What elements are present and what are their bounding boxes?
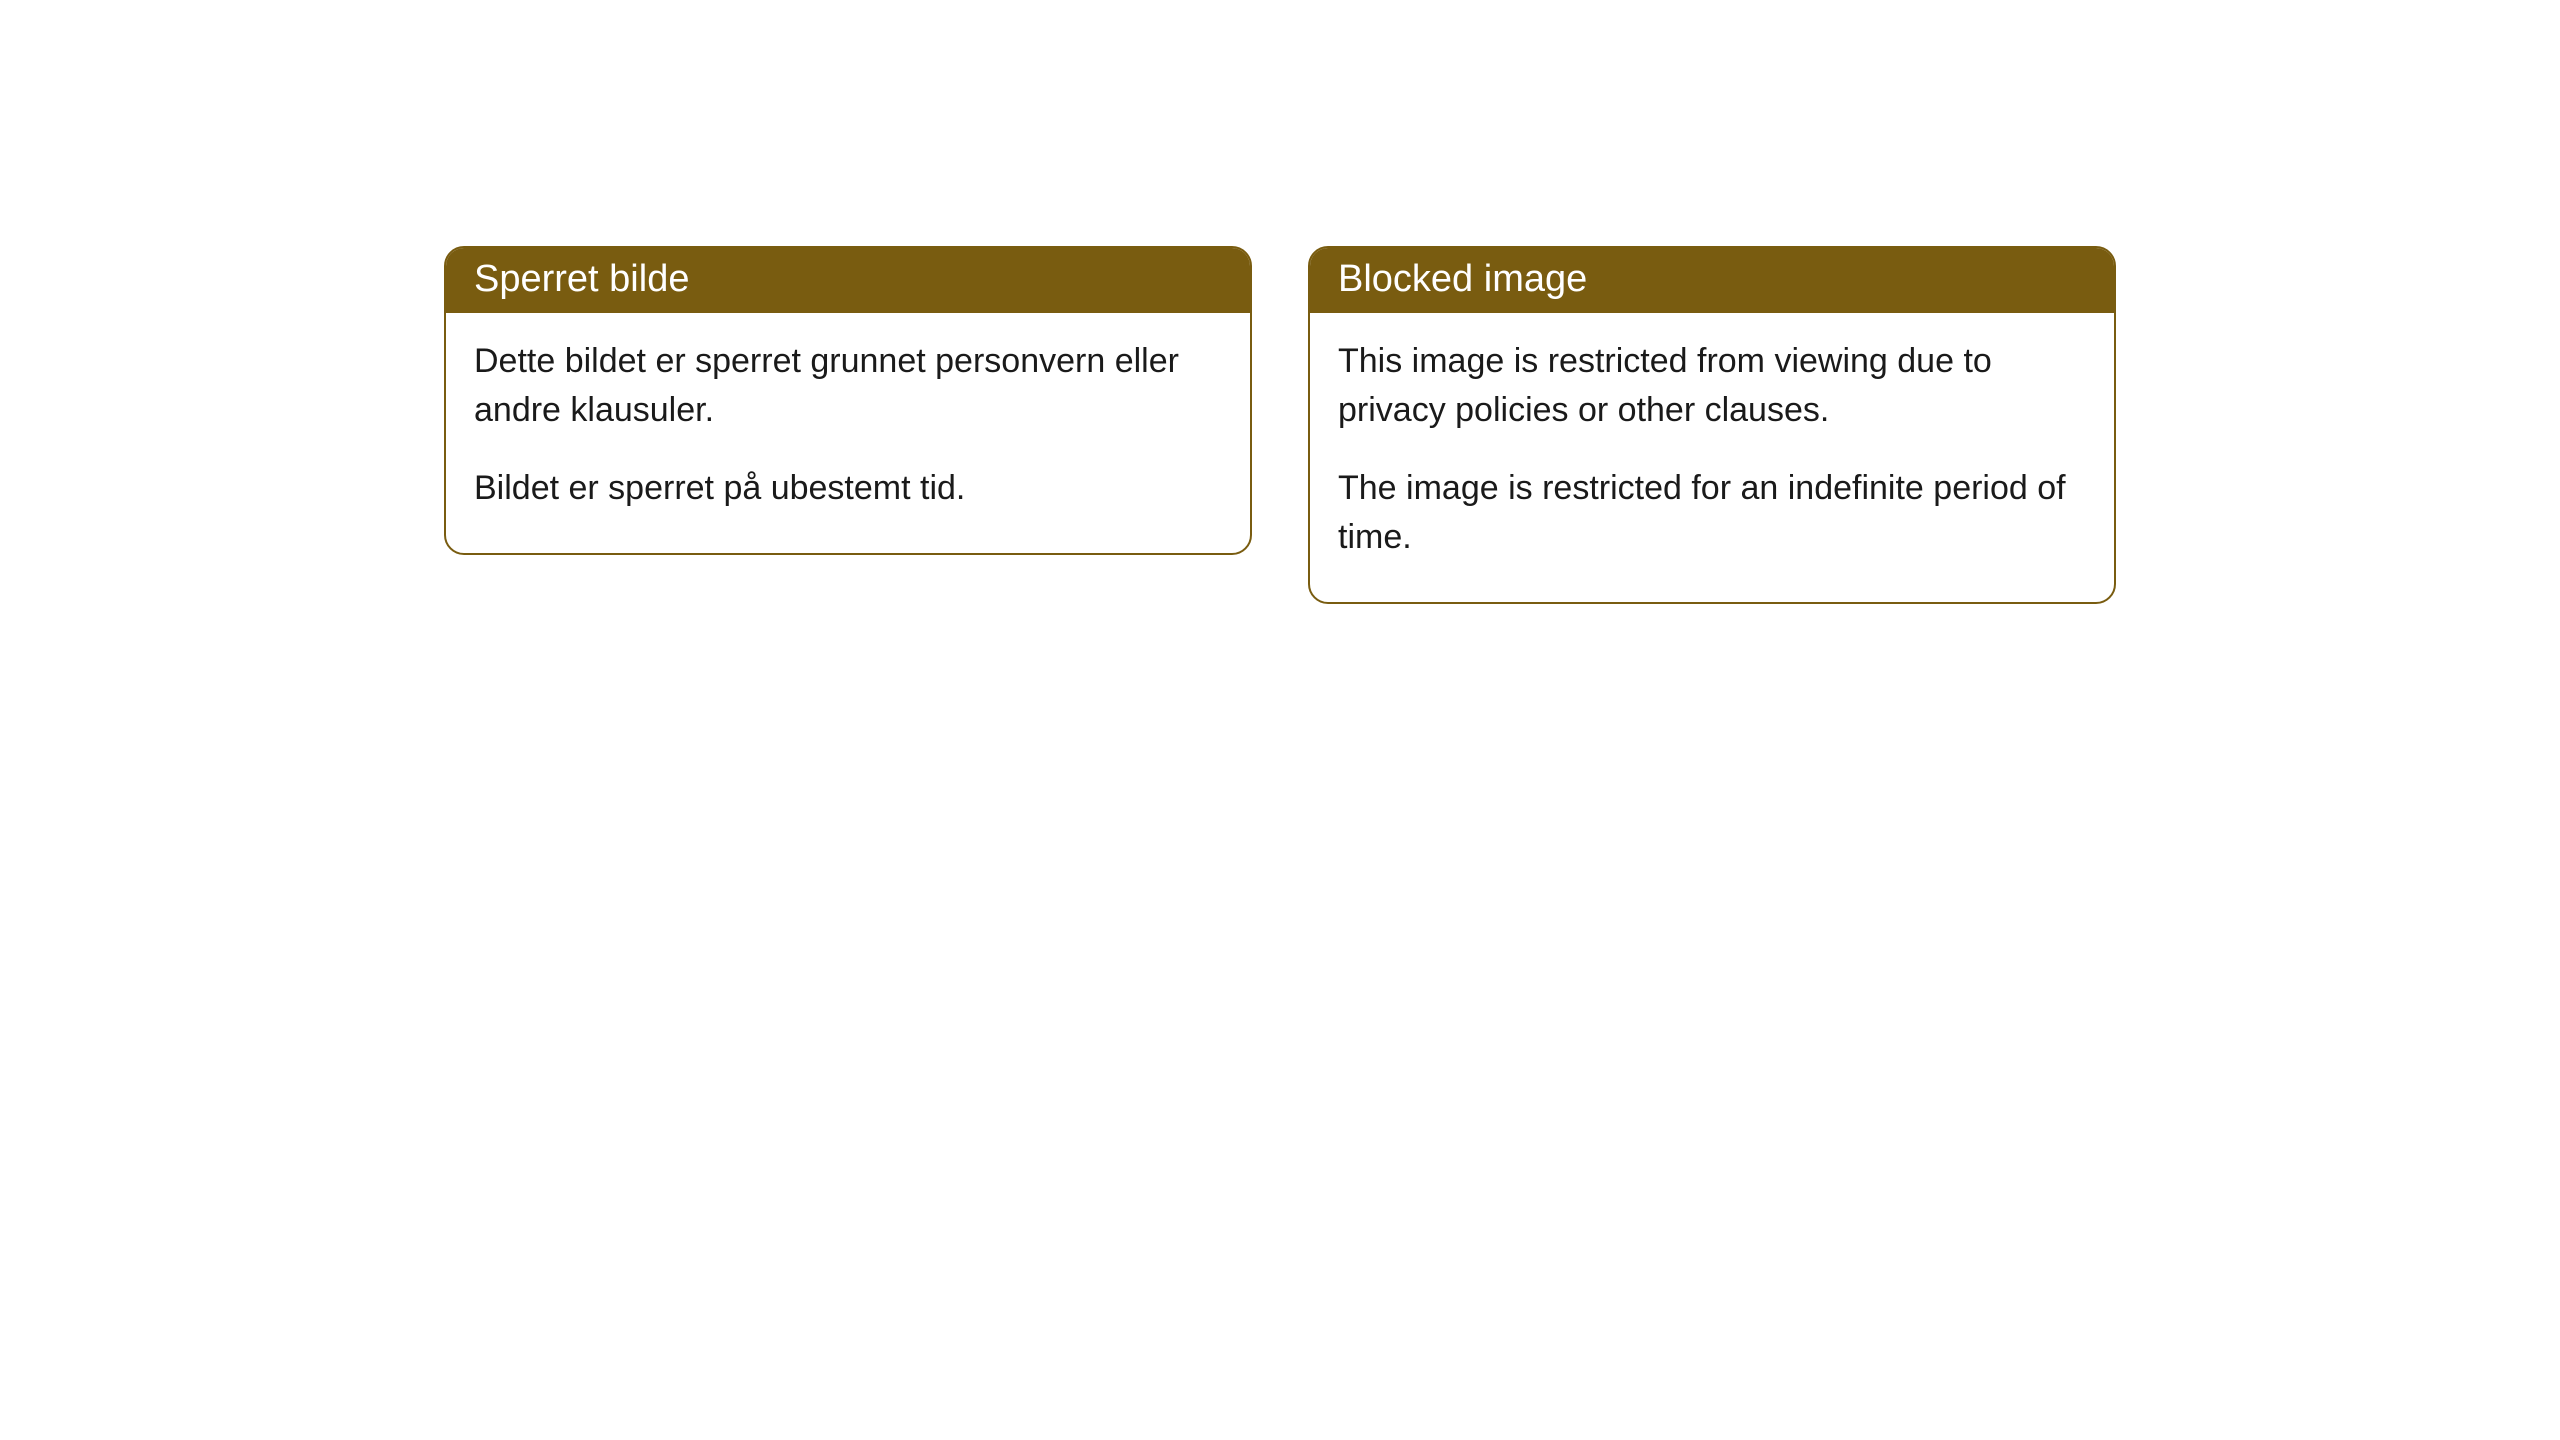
- card-header: Sperret bilde: [446, 248, 1250, 313]
- card-paragraph: Bildet er sperret på ubestemt tid.: [474, 464, 1222, 513]
- card-title: Sperret bilde: [474, 258, 689, 300]
- card-header: Blocked image: [1310, 248, 2114, 313]
- card-paragraph: Dette bildet er sperret grunnet personve…: [474, 337, 1222, 436]
- card-body: This image is restricted from viewing du…: [1310, 313, 2114, 602]
- card-paragraph: This image is restricted from viewing du…: [1338, 337, 2086, 436]
- cards-container: Sperret bilde Dette bildet er sperret gr…: [444, 246, 2116, 1440]
- card-english: Blocked image This image is restricted f…: [1308, 246, 2116, 604]
- card-paragraph: The image is restricted for an indefinit…: [1338, 464, 2086, 563]
- card-body: Dette bildet er sperret grunnet personve…: [446, 313, 1250, 553]
- card-title: Blocked image: [1338, 258, 1587, 300]
- card-norwegian: Sperret bilde Dette bildet er sperret gr…: [444, 246, 1252, 555]
